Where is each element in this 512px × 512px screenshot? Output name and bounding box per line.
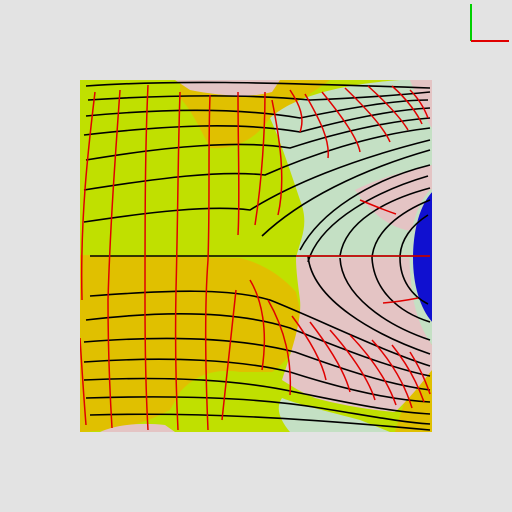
streamline bbox=[85, 396, 431, 425]
streamline bbox=[399, 257, 429, 305]
equipotential bbox=[391, 85, 423, 125]
equipotential bbox=[409, 351, 431, 395]
equipotential bbox=[107, 299, 113, 429]
region-blue-halo bbox=[409, 188, 432, 326]
streamline bbox=[339, 187, 431, 257]
equipotential bbox=[144, 84, 149, 431]
equipotential bbox=[289, 89, 303, 133]
region-pink-lower-right bbox=[282, 258, 432, 412]
streamline bbox=[87, 91, 431, 101]
region-ochre-lower bbox=[80, 255, 302, 432]
equipotential bbox=[271, 99, 283, 216]
equipotential bbox=[321, 91, 361, 153]
streamline bbox=[371, 257, 431, 323]
equipotential bbox=[267, 299, 292, 396]
streamline bbox=[89, 413, 431, 431]
streamlines bbox=[83, 81, 431, 431]
streamline bbox=[399, 214, 429, 259]
streamline bbox=[85, 117, 431, 161]
streamline bbox=[339, 257, 431, 341]
equipotential bbox=[367, 85, 409, 131]
streamline bbox=[83, 358, 431, 403]
equipotential bbox=[409, 89, 429, 119]
axes-gizmo bbox=[470, 4, 509, 42]
equipotential bbox=[80, 337, 87, 426]
equipotential bbox=[304, 93, 329, 159]
streamline bbox=[371, 199, 431, 259]
equipotential bbox=[329, 329, 376, 401]
equipotential bbox=[309, 321, 351, 393]
streamline bbox=[89, 290, 431, 367]
streamline bbox=[83, 337, 431, 391]
equipotential bbox=[291, 315, 327, 381]
streamline bbox=[85, 99, 429, 119]
equipotential bbox=[80, 91, 96, 301]
equipotential bbox=[174, 91, 181, 431]
region-pink-bottom-left bbox=[100, 423, 175, 432]
streamline bbox=[299, 164, 431, 251]
region-ochre-upper bbox=[180, 80, 330, 149]
region-pink-upper-right bbox=[355, 165, 432, 232]
equipotential bbox=[254, 91, 266, 226]
equipotential bbox=[349, 334, 397, 406]
equipotentials bbox=[80, 84, 431, 431]
streamline bbox=[83, 127, 431, 191]
equipotential bbox=[371, 339, 413, 409]
streamline bbox=[261, 149, 431, 237]
region-blue-source bbox=[413, 192, 432, 322]
equipotential bbox=[382, 297, 419, 304]
equipotential bbox=[237, 91, 240, 236]
equipotential bbox=[344, 87, 391, 143]
equipotential bbox=[249, 279, 266, 371]
equipotential bbox=[221, 289, 237, 421]
streamline bbox=[307, 175, 429, 263]
equipotential bbox=[359, 199, 397, 215]
streamline bbox=[85, 81, 431, 89]
streamline bbox=[85, 313, 431, 377]
streamline bbox=[83, 377, 431, 415]
region-pink-top bbox=[175, 80, 280, 96]
equipotential bbox=[205, 94, 211, 431]
field-plot bbox=[80, 80, 432, 432]
equipotential bbox=[107, 89, 121, 301]
streamline bbox=[307, 255, 431, 355]
equipotential bbox=[391, 344, 425, 403]
streamline bbox=[83, 107, 431, 136]
